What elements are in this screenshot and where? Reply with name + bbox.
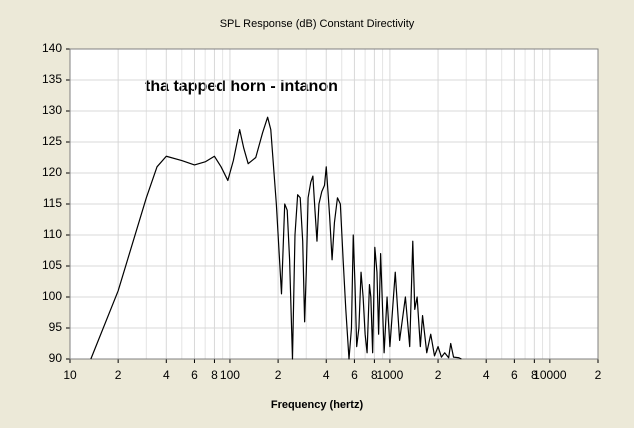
- y-tick-label: 105: [42, 258, 62, 272]
- x-tick-label: 8: [531, 368, 538, 382]
- annotation: tha tapped horn - intanon: [145, 78, 338, 95]
- x-tick-label: 8: [211, 368, 218, 382]
- x-tick-label: 2: [595, 368, 602, 382]
- x-tick-label: 8: [371, 368, 378, 382]
- y-tick-label: 125: [42, 134, 62, 148]
- x-tick-label: 6: [351, 368, 358, 382]
- x-tick-label: 2: [435, 368, 442, 382]
- chart-title: SPL Response (dB) Constant Directivity: [220, 18, 415, 30]
- y-tick-label: 90: [49, 351, 63, 365]
- x-tick-label: 1000: [377, 368, 404, 382]
- y-tick-label: 110: [43, 227, 62, 241]
- x-axis-label: Frequency (hertz): [271, 399, 364, 411]
- y-tick-label: 100: [42, 289, 62, 303]
- plot-border: [69, 48, 599, 360]
- x-tick-label: 6: [191, 368, 198, 382]
- y-tick-label: 95: [49, 320, 63, 334]
- x-tick-label: 6: [511, 368, 518, 382]
- y-tick-label: 130: [42, 103, 62, 117]
- x-tick-label: 100: [220, 368, 240, 382]
- y-tick-label: 115: [43, 196, 62, 210]
- y-tick-label: 135: [42, 72, 62, 86]
- x-tick-label: 10: [63, 368, 77, 382]
- x-tick-label: 4: [163, 368, 170, 382]
- x-tick-label: 4: [323, 368, 330, 382]
- x-tick-label: 2: [115, 368, 122, 382]
- x-tick-label: 4: [483, 368, 490, 382]
- x-tick-label: 10000: [533, 368, 567, 382]
- data-line: [90, 116, 462, 360]
- y-tick-label: 120: [42, 165, 62, 179]
- y-tick-label: 140: [42, 41, 62, 55]
- x-tick-label: 2: [275, 368, 282, 382]
